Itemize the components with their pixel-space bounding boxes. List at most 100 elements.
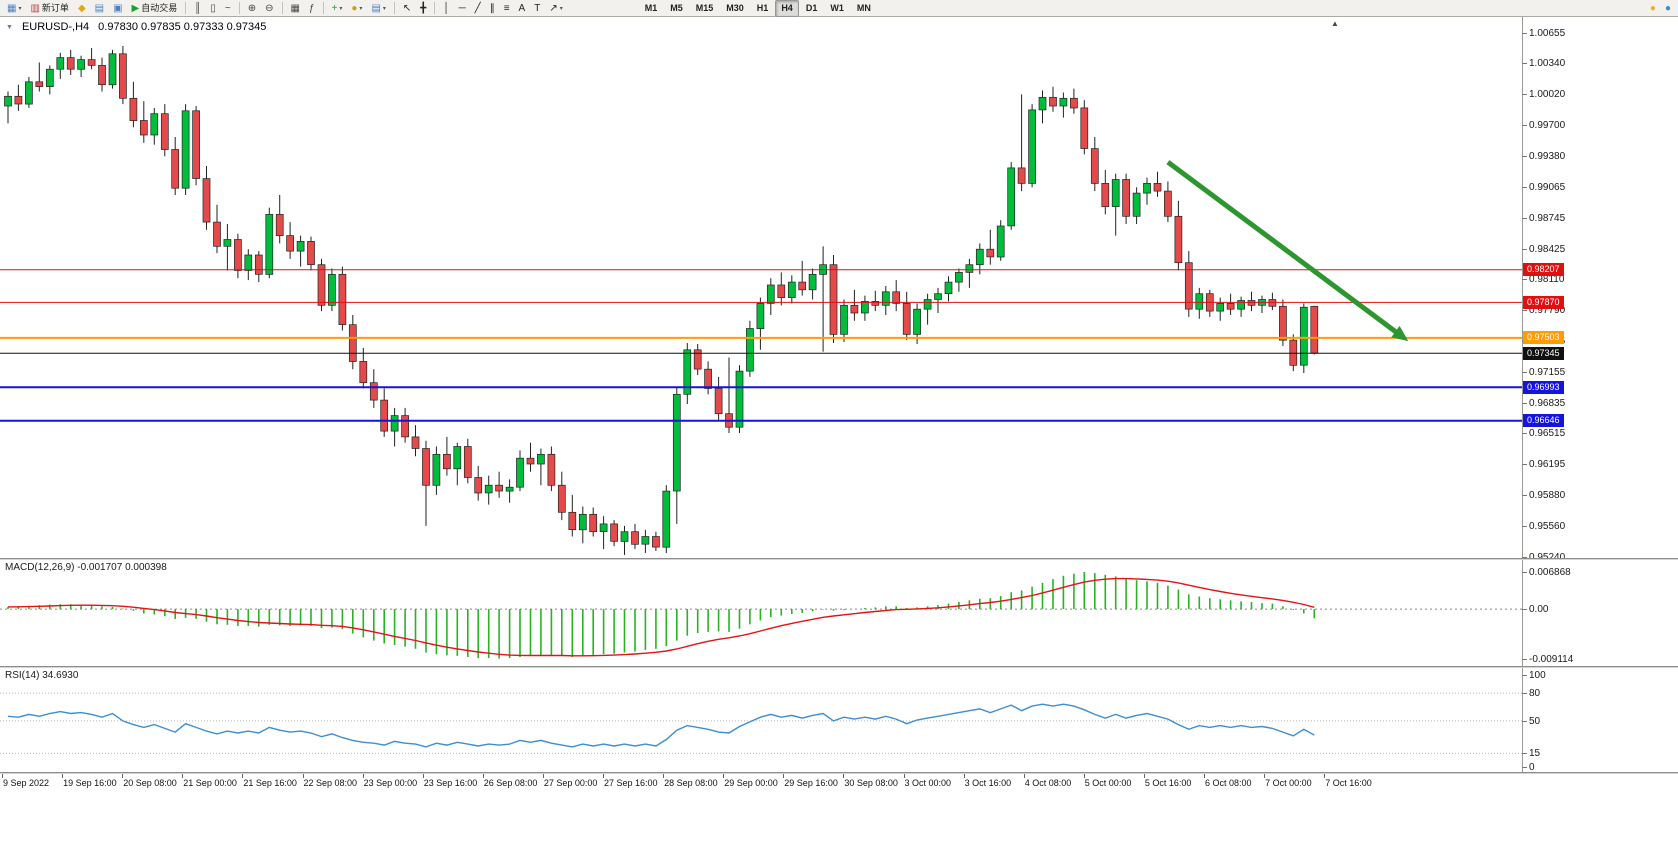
price-tick-label: 0.98110: [1529, 274, 1565, 286]
price-tick-label: 0.96835: [1529, 397, 1566, 409]
line-chart-type-button[interactable]: ~: [221, 0, 235, 17]
rsi-line: [7, 703, 1315, 748]
charts-toolbar-button[interactable]: ▦ ▾: [3, 0, 25, 17]
channel-tool-button[interactable]: ∥: [486, 0, 499, 17]
market-watch-button[interactable]: ▤: [91, 0, 108, 17]
price-tickmark: [1522, 525, 1527, 527]
candle: [244, 254, 253, 271]
community-button[interactable]: ●: [1646, 0, 1660, 17]
time-label: 30 Sep 08:00: [844, 778, 898, 788]
vertical-line-tool-button[interactable]: │: [439, 0, 453, 17]
candle: [599, 523, 608, 532]
timeframe-m1-button[interactable]: M1: [639, 0, 664, 17]
candle: [1184, 262, 1193, 310]
time-label: 27 Sep 00:00: [543, 778, 598, 788]
candle: [14, 95, 23, 105]
timeframe-w1-button[interactable]: W1: [824, 0, 850, 17]
crosshair-tool-button[interactable]: ╋: [416, 0, 430, 17]
price-tick-label: 0.98425: [1529, 243, 1566, 255]
chart-title: ▼ EURUSD-,H4 0.97830 0.97835 0.97333 0.9…: [6, 21, 266, 33]
horizontal-line-tool-button[interactable]: ─: [455, 0, 470, 17]
price-tickmark: [1522, 402, 1527, 404]
time-tickmark: [1324, 774, 1326, 778]
price-line-tag: 0.97870: [1523, 295, 1564, 309]
templates-button[interactable]: ▤ ▾: [367, 0, 389, 17]
time-tickmark: [1143, 774, 1145, 778]
macd-pane-canvas[interactable]: [0, 560, 1522, 666]
candle: [296, 241, 305, 252]
new-order-button[interactable]: ▥ 新订单: [26, 0, 72, 17]
trend-arrow[interactable]: [1166, 160, 1409, 342]
profiles-button[interactable]: ● ▾: [347, 0, 366, 17]
time-tickmark: [482, 774, 484, 778]
label-tool-icon: T: [534, 2, 541, 14]
timeframe-h1-button[interactable]: H1: [751, 0, 775, 17]
timeframe-m5-button[interactable]: M5: [664, 0, 689, 17]
candle: [902, 303, 911, 335]
label-tool-button[interactable]: T: [530, 0, 544, 17]
candle: [516, 457, 524, 488]
timeframe-m30-button[interactable]: M30: [720, 0, 750, 17]
time-label: 21 Sep 00:00: [183, 778, 237, 788]
candle: [923, 299, 932, 310]
rsi-tick-label: 80: [1529, 688, 1541, 700]
macd-tick-label: 0.006868: [1529, 566, 1571, 578]
candle: [526, 457, 535, 465]
price-line-tag: 0.96993: [1523, 380, 1564, 394]
price-line-tag: 0.97345: [1523, 346, 1564, 360]
tile-windows-icon: ▦: [290, 2, 300, 14]
candle: [808, 273, 817, 291]
timeframe-mn-button-label: MN: [856, 2, 871, 13]
rsi-pane-canvas[interactable]: [0, 668, 1522, 772]
time-tickmark: [603, 774, 604, 778]
chart-shift-marker[interactable]: ▲: [1331, 19, 1339, 28]
candle: [871, 301, 880, 306]
bar-chart-type-icon: ║: [194, 2, 202, 14]
zoom-out-button[interactable]: ⊖: [261, 0, 277, 17]
pane-splitter[interactable]: [0, 772, 1678, 774]
time-tickmark: [302, 774, 304, 778]
text-tool-icon: A: [518, 2, 526, 14]
one-click-trading-icon[interactable]: ▼: [6, 23, 13, 31]
candle: [1017, 167, 1026, 184]
indicators-list-button[interactable]: ƒ: [305, 0, 319, 17]
dropdown-caret-icon: ▾: [559, 5, 563, 12]
tile-windows-button[interactable]: ▦: [287, 0, 304, 17]
metaeditor-button[interactable]: ◆: [74, 0, 90, 17]
main-chart-canvas[interactable]: [0, 17, 1522, 558]
pane-splitter[interactable]: [0, 558, 1678, 560]
pane-splitter[interactable]: [0, 666, 1678, 668]
price-tick-label: 0.97155: [1529, 366, 1566, 378]
cursor-tool-button[interactable]: ↖: [399, 0, 415, 17]
zoom-in-button[interactable]: ⊕: [244, 0, 260, 17]
candle: [119, 53, 127, 99]
timeframe-m15-button[interactable]: M15: [690, 0, 720, 17]
timeframe-d1-button[interactable]: D1: [800, 0, 824, 17]
data-window-button[interactable]: ▣: [109, 0, 126, 17]
rsi-tick-label: 50: [1529, 715, 1541, 727]
candlestick-chart-type-icon: ▯: [210, 2, 216, 14]
toolbar: ▦ ▾ ▥ 新订单 ◆ ▤ ▣ ▶ 自动交易 ║ ▯ ~ ⊕ ⊖ ▦ ƒ + ▾ ● ▾ ▤ ▾ ↖ ╋ │ ─ ╱ ∥ ≡ A T ↗ ▾ M1…: [0, 0, 1678, 17]
candle: [1090, 148, 1099, 184]
autotrading-button[interactable]: ▶ 自动交易: [128, 0, 182, 17]
candlestick-chart-type-button[interactable]: ▯: [206, 0, 220, 17]
shapes-tool-button[interactable]: ↗ ▾: [545, 0, 566, 17]
candle: [369, 382, 378, 401]
candle: [840, 304, 848, 335]
fibonacci-tool-button[interactable]: ≡: [500, 0, 514, 17]
candle: [735, 370, 744, 428]
new-chart-button[interactable]: + ▾: [328, 0, 347, 17]
timeframe-mn-button[interactable]: MN: [851, 0, 877, 17]
candle: [746, 328, 754, 372]
mql5-button[interactable]: ●: [1661, 0, 1675, 17]
trendline-tool-button[interactable]: ╱: [471, 0, 485, 17]
time-label: 21 Sep 16:00: [243, 778, 297, 788]
text-tool-button[interactable]: A: [515, 0, 530, 17]
price-tickmark: [1522, 464, 1527, 466]
timeframe-h4-button[interactable]: H4: [775, 0, 799, 17]
bar-chart-type-button[interactable]: ║: [190, 0, 205, 17]
price-line-tag: 0.96646: [1523, 414, 1564, 428]
rsi-tickmark: [1522, 720, 1527, 722]
indicators-list-icon: ƒ: [308, 2, 315, 14]
candle: [1049, 96, 1057, 107]
